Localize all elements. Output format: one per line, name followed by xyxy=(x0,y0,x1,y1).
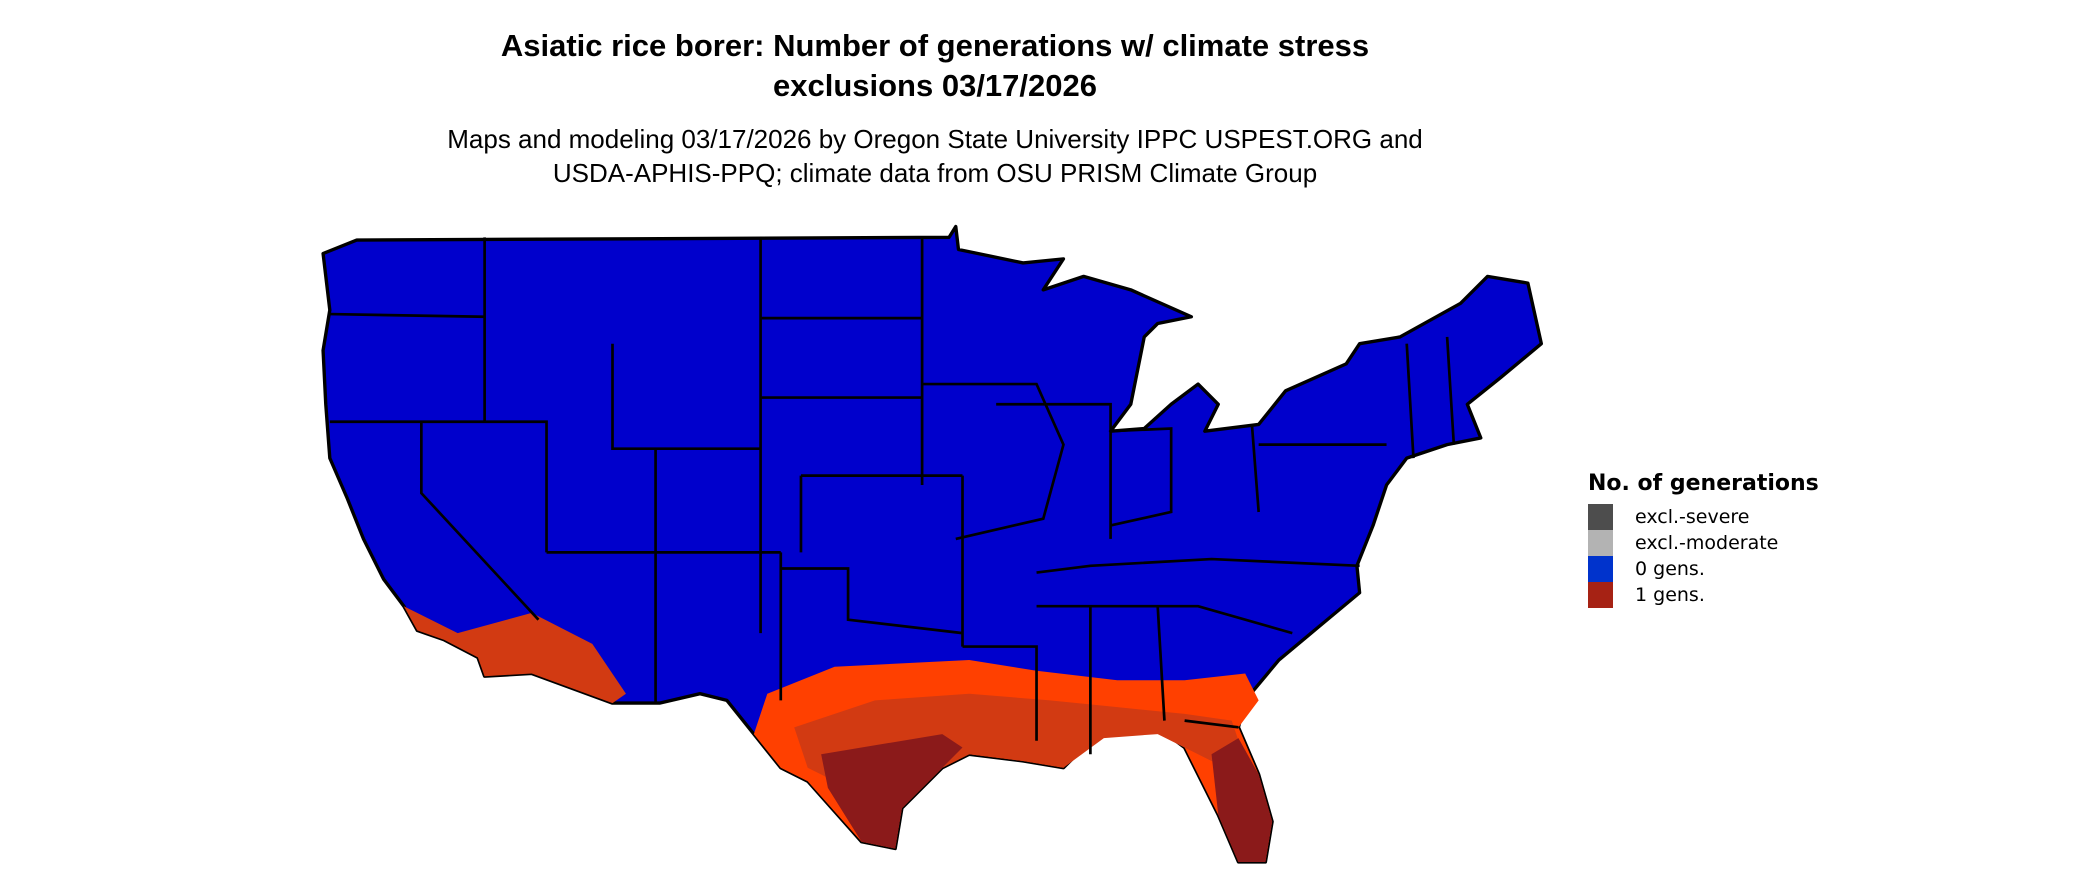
legend-swatch xyxy=(1588,530,1613,556)
legend-label: excl.-severe xyxy=(1635,506,1750,528)
legend-label: 0 gens. xyxy=(1635,558,1705,580)
legend-swatch xyxy=(1588,556,1613,582)
state-borders xyxy=(329,237,1456,755)
legend-item-0-gens: 0 gens. xyxy=(1588,556,1819,582)
legend-item-excl-severe: excl.-severe xyxy=(1588,504,1819,530)
southwest-one-gen-region xyxy=(403,606,626,704)
legend-item-excl-moderate: excl.-moderate xyxy=(1588,530,1819,556)
texas-high-region xyxy=(821,734,963,849)
legend: No. of generations excl.-severe excl.-mo… xyxy=(1588,470,1819,608)
legend-label: 1 gens. xyxy=(1635,584,1705,606)
legend-swatch xyxy=(1588,504,1613,530)
chart-title-line-1: Asiatic rice borer: Number of generation… xyxy=(500,28,1370,63)
legend-swatch xyxy=(1588,582,1613,608)
legend-item-1-gens: 1 gens. xyxy=(1588,582,1819,608)
chart-title-line-2: exclusions 03/17/2026 xyxy=(772,68,1097,103)
legend-label: excl.-moderate xyxy=(1635,532,1779,554)
chart-subtitle-line-2: USDA-APHIS-PPQ; climate data from OSU PR… xyxy=(552,158,1318,188)
legend-title: No. of generations xyxy=(1588,471,1819,496)
chart-subtitle-line-1: Maps and modeling 03/17/2026 by Oregon S… xyxy=(447,124,1423,154)
florida-high-region xyxy=(1211,738,1273,862)
